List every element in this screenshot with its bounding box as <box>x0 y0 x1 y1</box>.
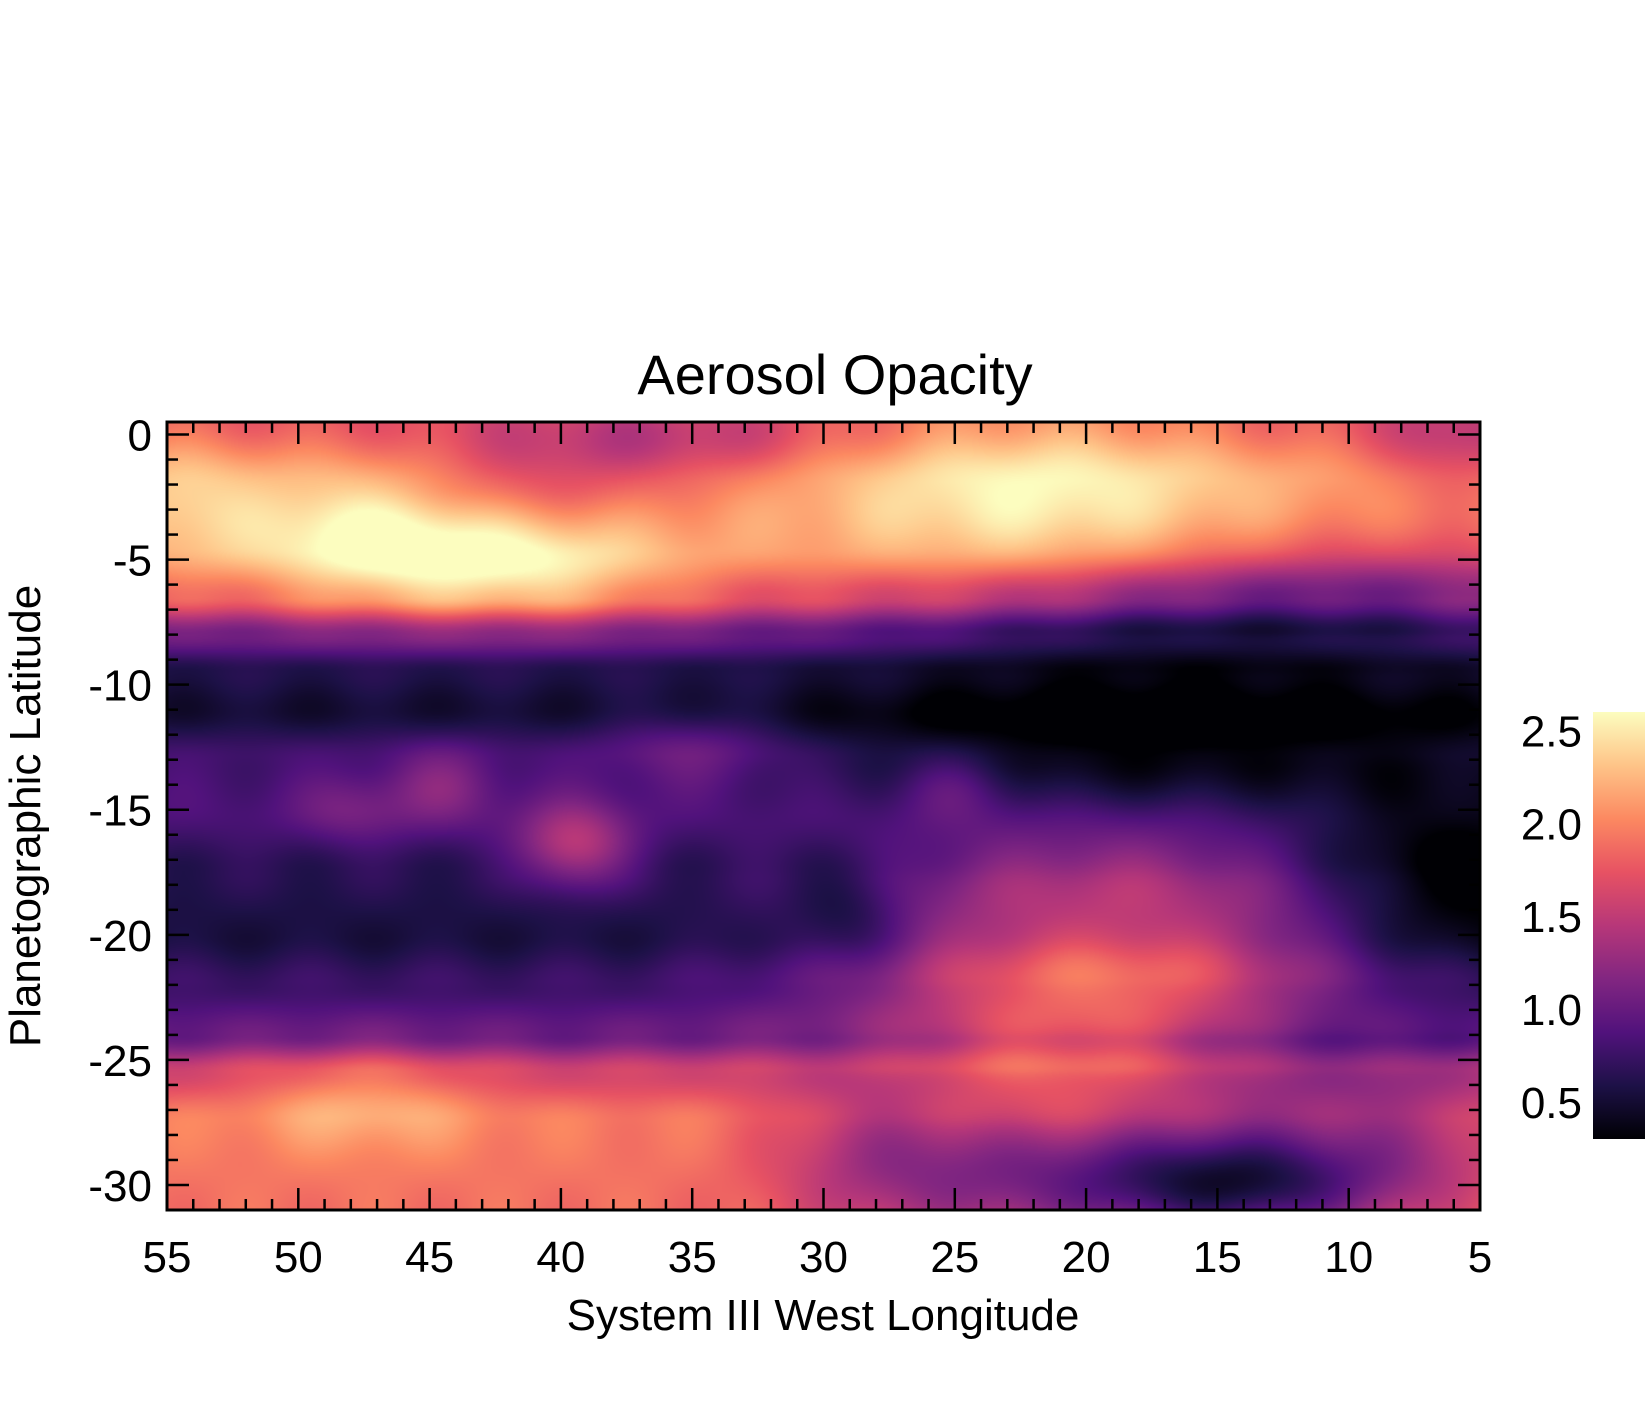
x-tick-label: 30 <box>799 1233 848 1282</box>
x-tick-label: 20 <box>1062 1233 1111 1282</box>
colorbar <box>1593 712 1645 1139</box>
x-tick-label: 35 <box>668 1233 717 1282</box>
x-tick-label: 5 <box>1468 1233 1492 1282</box>
x-tick-label: 50 <box>274 1233 323 1282</box>
y-axis-ticks <box>167 433 1480 1187</box>
colorbar-tick-label: 2.5 <box>1521 708 1582 757</box>
x-tick-label: 40 <box>536 1233 585 1282</box>
y-axis-label: Planetographic Latitude <box>1 585 50 1047</box>
y-tick-label: 0 <box>128 412 152 461</box>
x-axis-ticks <box>165 422 1482 1210</box>
colorbar-tick-label: 0.5 <box>1521 1079 1582 1128</box>
x-tick-label: 45 <box>405 1233 454 1282</box>
colorbar-tick-label: 2.0 <box>1521 800 1582 849</box>
x-tick-label: 15 <box>1193 1233 1242 1282</box>
y-tick-label: -15 <box>88 787 152 836</box>
y-tick-label: -10 <box>88 662 152 711</box>
y-axis-tick-labels: 0 -5 -10 -15 -20 -25 -30 <box>88 412 152 1211</box>
x-tick-label: 10 <box>1324 1233 1373 1282</box>
colorbar-tick-labels: 2.5 2.0 1.5 1.0 0.5 <box>1521 708 1582 1128</box>
x-tick-label: 55 <box>143 1233 192 1282</box>
y-tick-label: -25 <box>88 1037 152 1086</box>
colorbar-tick-label: 1.5 <box>1521 893 1582 942</box>
x-axis-tick-labels: 55 50 45 40 35 30 25 20 15 10 5 <box>143 1233 1493 1282</box>
colorbar-tick-label: 1.0 <box>1521 986 1582 1035</box>
chart-title: Aerosol Opacity <box>637 343 1032 406</box>
y-tick-label: -20 <box>88 912 152 961</box>
heatmap-field <box>167 422 1480 1210</box>
y-tick-label: -30 <box>88 1162 152 1211</box>
x-axis-label: System III West Longitude <box>567 1291 1080 1340</box>
y-tick-label: -5 <box>113 537 152 586</box>
x-tick-label: 25 <box>930 1233 979 1282</box>
